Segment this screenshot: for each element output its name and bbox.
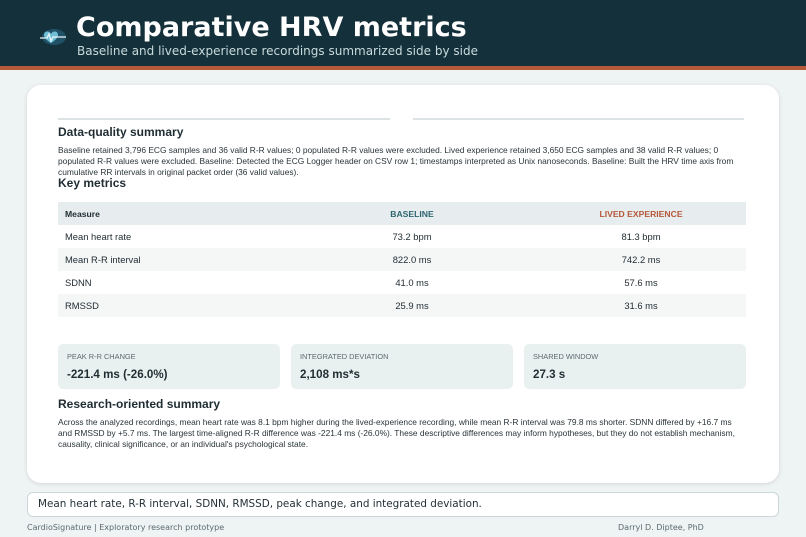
table-row: SDNN 41.0 ms 57.6 ms xyxy=(58,271,746,294)
app-header: Comparative HRV metrics Baseline and liv… xyxy=(0,0,806,66)
key-metrics-heading: Key metrics xyxy=(58,176,127,190)
stat-value: 27.3 s xyxy=(533,368,566,381)
column-header-baseline: BASELINE xyxy=(390,208,434,219)
page-subtitle: Baseline and lived-experience recordings… xyxy=(77,44,478,58)
heart-rate-logo-icon xyxy=(40,29,66,45)
column-header-measure: Measure xyxy=(65,208,100,219)
integrated-deviation-card: INTEGRATED DEVIATION 2,108 ms*s xyxy=(291,344,513,389)
metrics-table: Measure BASELINE LIVED EXPERIENCE Mean h… xyxy=(58,202,746,317)
lived-cell: 31.6 ms xyxy=(624,300,658,311)
lived-cell: 81.3 bpm xyxy=(621,231,661,242)
lived-cell: 742.2 ms xyxy=(621,254,661,265)
results-card: Data-quality summary Baseline retained 3… xyxy=(27,85,779,483)
stat-value: 2,108 ms*s xyxy=(300,368,360,381)
data-quality-heading: Data-quality summary xyxy=(58,125,184,139)
divider xyxy=(413,118,744,120)
stat-label: PEAK R-R CHANGE xyxy=(67,352,136,361)
divider xyxy=(58,118,390,120)
shared-window-card: SHARED WINDOW 27.3 s xyxy=(524,344,746,389)
baseline-cell: 73.2 bpm xyxy=(392,231,432,242)
header-accent-bar xyxy=(0,66,806,70)
research-summary-text: Across the analyzed recordings, mean hea… xyxy=(58,417,735,449)
measure-cell: Mean heart rate xyxy=(65,231,132,242)
baseline-cell: 25.9 ms xyxy=(395,300,429,311)
footer-author: Darryl D. Diptee, PhD xyxy=(618,523,704,532)
table-row: Mean R-R interval 822.0 ms 742.2 ms xyxy=(58,248,746,271)
baseline-cell: 822.0 ms xyxy=(392,254,432,265)
stat-label: SHARED WINDOW xyxy=(533,352,599,361)
research-summary-heading: Research-oriented summary xyxy=(58,397,221,411)
lived-cell: 57.6 ms xyxy=(624,277,658,288)
footer-product-label: CardioSignature | Exploratory research p… xyxy=(27,523,225,532)
measure-cell: SDNN xyxy=(65,277,92,288)
baseline-cell: 41.0 ms xyxy=(395,277,429,288)
peak-rr-change-card: PEAK R-R CHANGE -221.4 ms (-26.0%) xyxy=(58,344,280,389)
data-quality-text: Baseline retained 3,796 ECG samples and … xyxy=(58,145,734,177)
stat-value: -221.4 ms (-26.0%) xyxy=(67,368,168,381)
metrics-caption-field[interactable]: Mean heart rate, R-R interval, SDNN, RMS… xyxy=(27,492,779,517)
table-header-row: Measure BASELINE LIVED EXPERIENCE xyxy=(58,202,746,225)
stat-label: INTEGRATED DEVIATION xyxy=(300,352,389,361)
measure-cell: RMSSD xyxy=(65,300,99,311)
column-header-lived-experience: LIVED EXPERIENCE xyxy=(599,208,683,219)
table-row: Mean heart rate 73.2 bpm 81.3 bpm xyxy=(58,225,746,248)
page-title: Comparative HRV metrics xyxy=(76,12,467,43)
measure-cell: Mean R-R interval xyxy=(65,254,141,265)
table-row: RMSSD 25.9 ms 31.6 ms xyxy=(58,294,746,317)
